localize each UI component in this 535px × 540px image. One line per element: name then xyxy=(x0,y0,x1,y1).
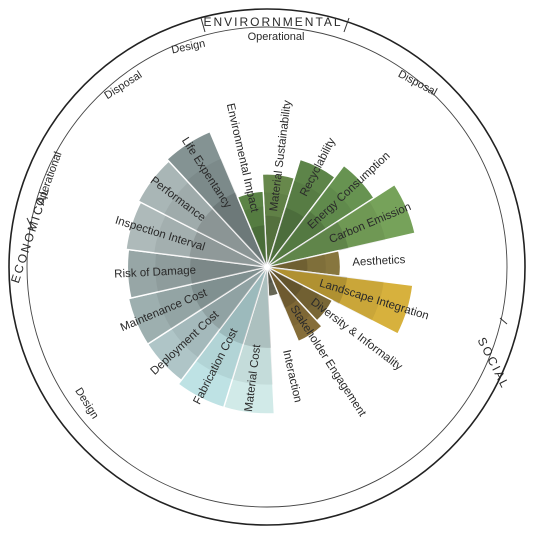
category-label-aesthetics: Aesthetics xyxy=(352,254,406,269)
petal-shade-maintenance-cost xyxy=(156,267,267,329)
phase-label-design-bottom: Design xyxy=(72,386,100,421)
petal-shade-stakeholder-engagement xyxy=(267,267,298,308)
petal-shade-environmental-impact xyxy=(250,225,267,267)
petal-shade-deployment-cost xyxy=(171,267,267,358)
phase-label-disposal-left: Disposal xyxy=(102,69,144,102)
petal-shade-material-cost xyxy=(243,267,272,348)
petal-shade-interaction xyxy=(267,267,277,291)
petal-shade-aesthetics xyxy=(267,253,326,275)
petal-shade-inspection-interval xyxy=(154,215,267,267)
petal-shade-environmental-impact xyxy=(243,206,267,267)
petal-maintenance-cost xyxy=(127,266,268,346)
petal-shade-energy-consumption xyxy=(267,211,326,267)
petal-shade-recyclability xyxy=(267,180,322,267)
petal-landscape-integration xyxy=(266,266,414,335)
petal-shade-carbon-emission xyxy=(267,201,386,267)
petal-group xyxy=(125,130,416,415)
petal-shade-diversity-informality xyxy=(267,267,320,311)
phase-label-operational-left: Operational xyxy=(34,150,65,208)
petal-shade-maintenance-cost xyxy=(190,267,267,310)
petal-shade-performance xyxy=(164,182,267,267)
category-label-risk-of-damage: Risk of Damage xyxy=(114,265,196,281)
petal-stakeholder-engagement xyxy=(266,266,323,343)
category-label-stakeholder-engagement: Stakeholder Engagement xyxy=(288,303,369,419)
ring-separators xyxy=(26,17,508,325)
petal-shade-life-expentancy xyxy=(212,192,267,267)
petal-shade-stakeholder-engagement xyxy=(267,267,311,327)
phase-label-design-top: Design xyxy=(170,38,206,57)
petal-shade-carbon-emission xyxy=(267,221,349,267)
petal-shade-fabrication-cost xyxy=(218,267,267,345)
petal-shade-aesthetics xyxy=(267,258,308,273)
petal-fabrication-cost xyxy=(177,266,268,409)
inner-ring xyxy=(26,26,508,508)
petal-life-expentancy xyxy=(166,130,268,268)
petal-shade-recyclability xyxy=(267,207,305,267)
petal-shade-diversity-informality xyxy=(267,267,303,297)
outer-ring xyxy=(8,8,526,526)
group-label-environmental: ENVIRORNMENTAL xyxy=(203,15,342,29)
petal-shade-life-expentancy xyxy=(187,158,267,267)
phase-label-disposal-right: Disposal xyxy=(396,68,439,98)
center-hub xyxy=(264,264,270,270)
petal-carbon-emission xyxy=(266,183,416,268)
petal-shade-landscape-integration xyxy=(267,267,348,304)
petal-environmental-impact xyxy=(236,190,268,268)
petal-shade-energy-consumption xyxy=(267,185,353,267)
petal-shade-landscape-integration xyxy=(267,267,384,321)
petal-shade-deployment-cost xyxy=(201,267,267,330)
phase-label-operational-top: Operational xyxy=(248,31,305,43)
petal-shade-material-sustainability xyxy=(263,192,289,267)
petal-shade-performance xyxy=(196,208,267,267)
petal-shade-risk-of-damage xyxy=(155,253,267,292)
petal-shade-interaction xyxy=(267,267,274,284)
category-label-interaction: Interaction xyxy=(280,349,304,404)
petal-shade-inspection-interval xyxy=(189,231,267,267)
petal-shade-material-sustainability xyxy=(264,215,283,267)
petal-shade-material-cost xyxy=(232,267,273,385)
petal-shade-fabrication-cost xyxy=(196,267,267,380)
petal-shade-risk-of-damage xyxy=(190,257,267,285)
